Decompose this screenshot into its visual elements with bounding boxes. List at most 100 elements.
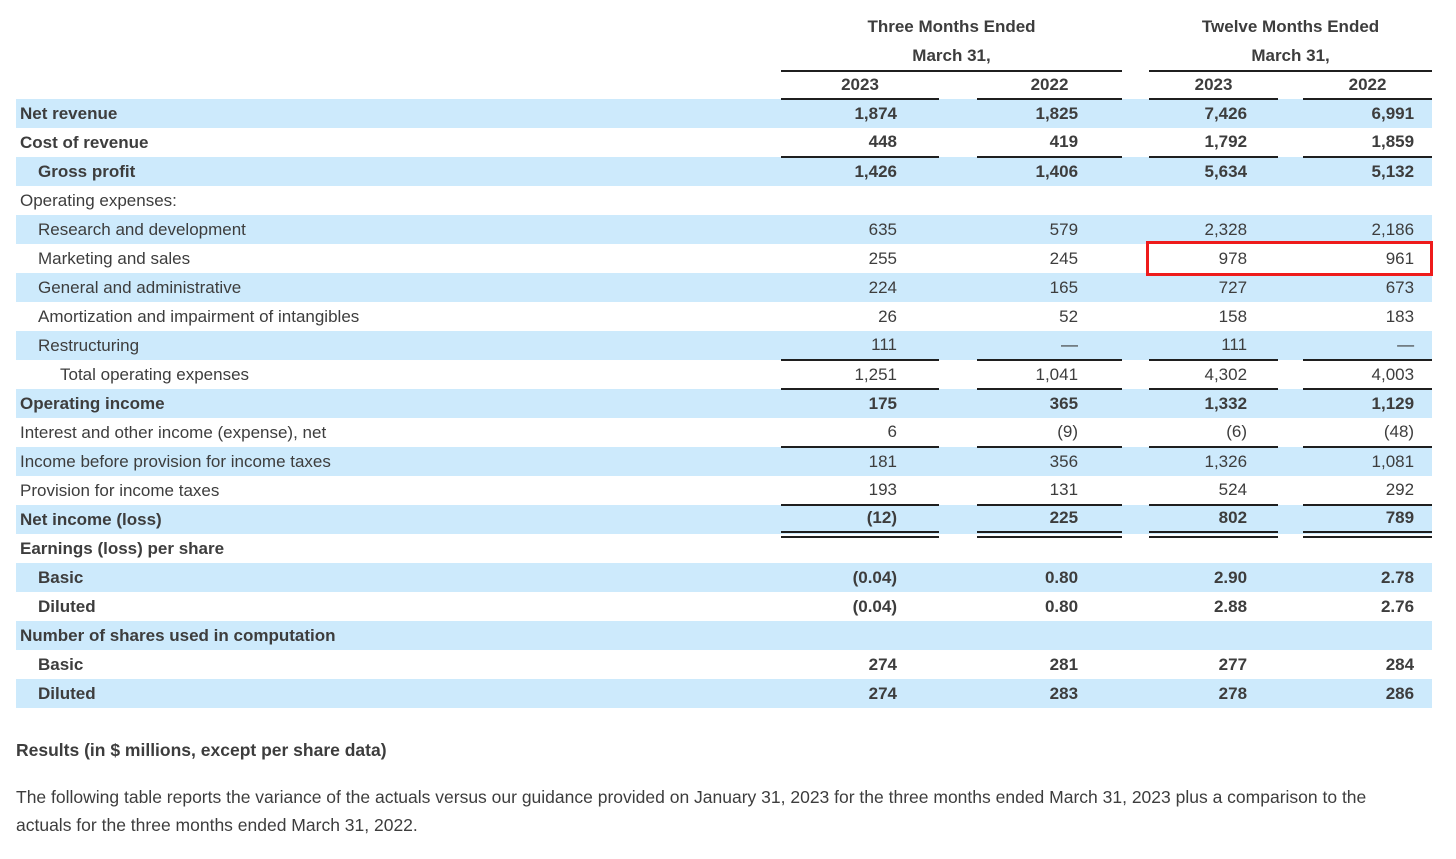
value-cell <box>1303 186 1432 215</box>
value-text: (9) <box>1057 422 1079 441</box>
gap-cell <box>1122 128 1149 157</box>
row-label: Number of shares used in computation <box>20 625 336 645</box>
value-text: 1,406 <box>1035 162 1079 181</box>
table-row: Total operating expenses 1,251 1,041 4,302 4… <box>16 360 1433 390</box>
table-row: Marketing and sales 255 245 978 961 <box>16 241 1434 276</box>
gap-cell <box>939 534 977 563</box>
gap-cell <box>1278 592 1303 621</box>
gap-cell <box>1122 650 1149 679</box>
value-text: (6) <box>1226 422 1248 441</box>
value-cell: 978 <box>1146 241 1434 276</box>
gap-cell <box>939 244 977 273</box>
row-label: Earnings (loss) per share <box>20 538 225 558</box>
value-cell: 52 <box>977 302 1122 331</box>
value-cell <box>781 534 939 563</box>
gap-cell <box>1278 331 1303 360</box>
gap-cell <box>1278 157 1303 186</box>
gap-cell <box>939 505 977 534</box>
table-row: Basic 274 281 277 284 <box>16 650 1432 679</box>
value-cell: 283 <box>977 679 1122 708</box>
row-label: Net income (loss) <box>20 509 162 529</box>
value-text: 6 <box>887 422 897 441</box>
value-text: 4,003 <box>1371 364 1415 384</box>
gap-cell <box>1278 563 1303 592</box>
header-spacer <box>16 42 781 71</box>
row-label: Research and development <box>38 219 246 239</box>
value-cell: 274 <box>781 679 939 708</box>
gap-cell <box>1122 99 1149 128</box>
value-text: 1,426 <box>854 162 897 181</box>
header-row-group-subtitle: March 31, March 31, <box>16 42 1433 72</box>
value-cell: 802 <box>1149 505 1279 538</box>
value-cell: 365 <box>977 389 1122 418</box>
value-cell: 281 <box>977 650 1122 679</box>
row-label: Income before provision for income taxes <box>20 451 331 471</box>
value-text: 245 <box>1049 248 1079 268</box>
value-text: 131 <box>1049 480 1079 499</box>
value-cell: 727 <box>1149 273 1278 302</box>
value-text: 2.78 <box>1380 567 1415 587</box>
value-cell: 111 <box>781 331 939 361</box>
value-cell: 193 <box>781 476 939 506</box>
value-cell: 1,081 <box>1303 447 1432 476</box>
table-row: Gross profit 1,426 1,406 5,634 5,132 <box>16 157 1433 186</box>
gap-cell <box>1122 447 1149 476</box>
value-text: (48) <box>1383 422 1415 441</box>
value-cell: 673 <box>1303 273 1432 302</box>
table-row: Number of shares used in computation <box>16 621 1433 650</box>
gap-cell <box>1278 418 1303 447</box>
value-cell: 1,251 <box>781 360 939 390</box>
value-cell: 255 <box>781 244 939 273</box>
value-cell: 0.80 <box>977 592 1122 621</box>
gap-cell <box>1278 128 1303 157</box>
value-text: 789 <box>1385 508 1415 528</box>
value-cell: 4,003 <box>1303 360 1433 390</box>
value-cell: — <box>977 331 1123 361</box>
value-cell: 524 <box>1149 476 1279 506</box>
table-row: Diluted 274 283 278 286 <box>16 679 1433 708</box>
value-cell: 356 <box>977 447 1122 476</box>
row-label: Diluted <box>38 683 96 703</box>
gap-cell <box>1278 360 1303 389</box>
gap-cell <box>939 157 977 186</box>
gap-cell <box>1122 157 1149 186</box>
gap-cell <box>1278 650 1303 679</box>
row-label: Marketing and sales <box>38 248 191 268</box>
table-row: Operating income 175 365 1,332 1,129 <box>16 389 1433 418</box>
gap-cell <box>939 302 977 331</box>
gap-cell <box>1278 389 1303 418</box>
value-text: 1,332 <box>1204 394 1248 413</box>
gap-cell <box>1122 360 1149 389</box>
year-header-3m-2022: 2022 <box>977 71 1123 100</box>
value-text: 1,326 <box>1204 452 1248 471</box>
value-cell: (12) <box>781 505 939 538</box>
header-spacer <box>16 12 781 42</box>
gap-cell <box>1278 621 1303 650</box>
value-cell: 1,326 <box>1149 447 1278 476</box>
value-text: 2,186 <box>1371 219 1415 239</box>
table-row: Basic (0.04) 0.80 2.90 2.78 <box>16 563 1433 592</box>
value-cell: (9) <box>977 418 1123 448</box>
gap-cell <box>939 186 977 215</box>
value-text: 524 <box>1218 480 1248 499</box>
value-text: 278 <box>1218 683 1248 703</box>
value-text: 181 <box>868 452 897 471</box>
value-cell: 6,991 <box>1303 99 1432 128</box>
value-cell: 1,825 <box>977 99 1122 128</box>
row-label: Operating income <box>20 393 165 413</box>
value-text: 1,129 <box>1371 394 1415 413</box>
table-header: Three Months Ended Twelve Months Ended M… <box>16 12 1433 100</box>
gap-cell <box>939 389 977 418</box>
value-cell: 224 <box>781 273 939 302</box>
value-cell <box>781 621 939 650</box>
gap-cell <box>1122 42 1149 71</box>
gap-cell <box>939 331 977 360</box>
value-text: 111 <box>1221 335 1248 354</box>
value-cell: (48) <box>1303 418 1433 448</box>
table-row: Diluted (0.04) 0.80 2.88 2.76 <box>16 592 1432 621</box>
gap-cell <box>1122 71 1149 99</box>
value-cell <box>977 534 1122 563</box>
value-text: 2.88 <box>1213 596 1248 616</box>
table-row: Restructuring 111 — 111 — <box>16 331 1433 361</box>
